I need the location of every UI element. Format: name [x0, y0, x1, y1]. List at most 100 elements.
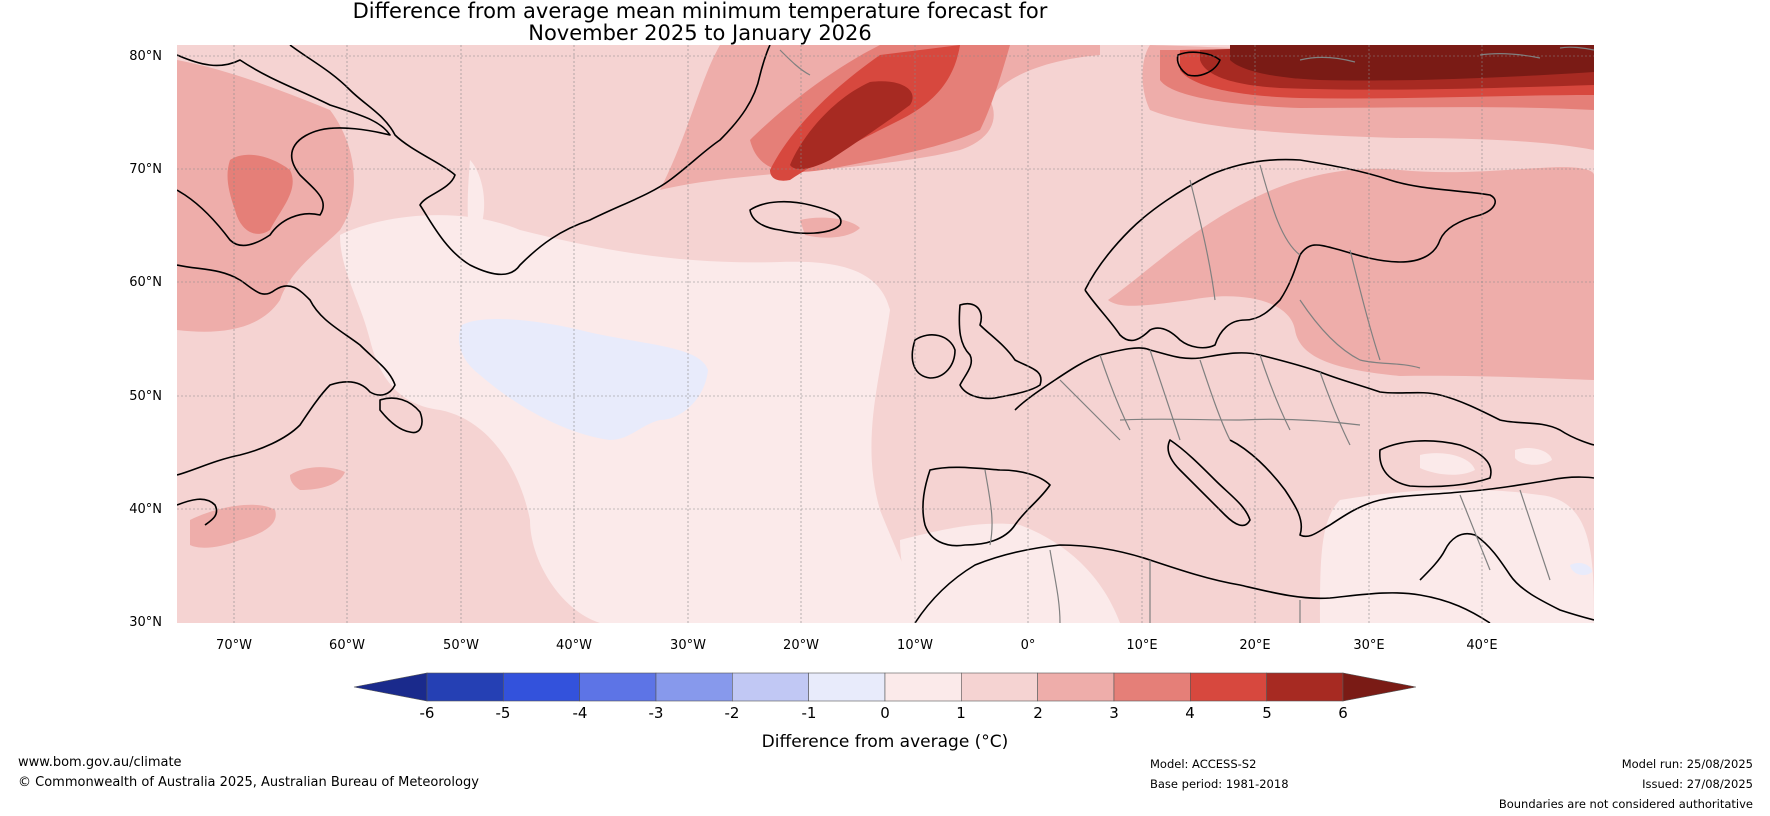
colorbar-segment: [732, 672, 809, 702]
anomaly-region-0-1: [900, 523, 1120, 623]
anomaly-region-5-6: [790, 81, 913, 170]
colorbar-tick-label: -2: [725, 704, 740, 722]
disclaimer-text: Boundaries are not considered authoritat…: [1498, 797, 1753, 811]
colorbar-title: Difference from average (°C): [762, 732, 1009, 752]
coastline-baffin: [177, 54, 391, 247]
colorbar-segment: [884, 672, 962, 702]
coastline-western-europe: [1014, 347, 1594, 446]
model-run-text: Model run: 25/08/2025: [1621, 757, 1753, 771]
lon-label: 20°W: [783, 638, 819, 653]
coastline-newfoundland: [379, 397, 423, 434]
gridlines: [177, 45, 1594, 623]
lon-label: 40°W: [556, 638, 592, 653]
website-text: www.bom.gov.au/climate: [18, 755, 182, 770]
border-eastern-europe: [1299, 249, 1421, 369]
anomaly-region-2-3: [190, 504, 276, 548]
lat-label: 30°N: [129, 615, 162, 630]
colorbar-segment: [1190, 672, 1267, 702]
copyright-text: © Commonwealth of Australia 2025, Austra…: [18, 775, 479, 790]
lat-label: 40°N: [129, 502, 162, 517]
coastline-scandinavia: [1084, 158, 1496, 349]
coastline-iberia: [922, 466, 1051, 547]
lat-label: 50°N: [129, 389, 162, 404]
lon-label: 30°E: [1353, 638, 1384, 653]
model-text: Model: ACCESS-S2: [1150, 757, 1257, 771]
colorbar-tick-label: 2: [1033, 704, 1043, 722]
anomaly-region-0-1: [1515, 448, 1552, 465]
coastline-svalbard: [1176, 51, 1221, 77]
issued-text: Issued: 27/08/2025: [1642, 777, 1753, 791]
colorbar-tick-label: 1: [956, 704, 966, 722]
coastline-ireland: [911, 334, 956, 379]
colorbar-tick-label: 5: [1262, 704, 1272, 722]
colorbar-tick-label: 6: [1338, 704, 1348, 722]
colorbar-labels: -6 -5 -4 -3 -2 -1 0 1 2 3 4 5 6: [420, 704, 1348, 722]
lon-labels: 70°W 60°W 50°W 40°W 30°W 20°W 10°W 0° 10…: [216, 638, 1498, 653]
lon-label: 20°E: [1239, 638, 1270, 653]
colorbar-segment: [655, 672, 733, 702]
colorbar-segment: [426, 672, 504, 702]
colorbar-segment: [579, 672, 657, 702]
anomaly-region-2-3: [1108, 167, 1594, 380]
colorbar-segment: [1113, 672, 1191, 702]
coastline-italy: [1167, 439, 1251, 527]
coastline-levant: [1419, 532, 1594, 621]
border-middle-east: [1459, 489, 1551, 581]
map-title-line1: Difference from average mean minimum tem…: [352, 0, 1048, 23]
colorbar-extend-high: [1342, 672, 1417, 702]
lon-label: 30°W: [670, 638, 706, 653]
border-horizontal: [1119, 418, 1361, 426]
lon-label: 40°E: [1466, 638, 1497, 653]
coastline-grey-arctic: [1299, 46, 1594, 63]
anomaly-region-1-2: [1030, 67, 1090, 90]
colorbar-tick-label: -4: [573, 704, 588, 722]
colorbar-extend-low: [353, 672, 428, 702]
anomaly-region-minus1-0: [459, 318, 708, 440]
coastline-labrador: [177, 264, 396, 476]
coastlines: [177, 45, 1594, 623]
lat-label: 80°N: [129, 49, 162, 64]
colorbar-tick-label: -5: [496, 704, 511, 722]
colorbar: [353, 672, 1417, 702]
lon-label: 70°W: [216, 638, 252, 653]
lat-label: 70°N: [129, 162, 162, 177]
anomaly-field: [177, 45, 1594, 623]
colorbar-segment: [808, 672, 886, 702]
colorbar-tick-label: -6: [420, 704, 435, 722]
border-iberia: [984, 469, 993, 546]
anomaly-region-above-6: [1230, 45, 1594, 81]
anomaly-region-minus1-0: [1570, 562, 1592, 576]
anomaly-region-0-1: [1320, 489, 1594, 623]
coastline-black-sea: [1379, 440, 1492, 488]
borders: [779, 46, 1594, 623]
map-title-line2: November 2025 to January 2026: [528, 21, 872, 45]
border-north-africa: [1049, 549, 1301, 623]
colorbar-tick-label: 4: [1185, 704, 1195, 722]
coastline-balkans: [1229, 439, 1594, 538]
colorbar-tick-label: 3: [1109, 704, 1119, 722]
colorbar-segment: [1037, 672, 1115, 702]
coastline-greenland: [289, 45, 771, 276]
colorbar-tick-label: -3: [649, 704, 664, 722]
base-period-text: Base period: 1981-2018: [1150, 777, 1289, 791]
lon-label: 60°W: [329, 638, 365, 653]
colorbar-tick-label: -1: [802, 704, 817, 722]
coastline-great-britain: [958, 303, 1042, 400]
anomaly-region-0-1: [467, 160, 485, 240]
lon-label: 10°E: [1126, 638, 1157, 653]
anomaly-region-2-3: [290, 467, 345, 490]
anomaly-region-0-1: [1420, 453, 1475, 475]
anomaly-region-3-4: [227, 154, 293, 234]
coastline-north-africa: [914, 544, 1491, 623]
colorbar-segment: [1266, 672, 1344, 702]
colorbar-tick-label: 0: [880, 704, 890, 722]
lon-label: 10°W: [897, 638, 933, 653]
lat-labels: 80°N 70°N 60°N 50°N 40°N 30°N: [129, 49, 162, 630]
coastline-grey-greenland: [779, 49, 811, 76]
coastline-iceland: [749, 200, 842, 235]
lat-label: 60°N: [129, 275, 162, 290]
colorbar-segment: [961, 672, 1038, 702]
lon-label: 50°W: [443, 638, 479, 653]
colorbar-segment: [503, 672, 580, 702]
